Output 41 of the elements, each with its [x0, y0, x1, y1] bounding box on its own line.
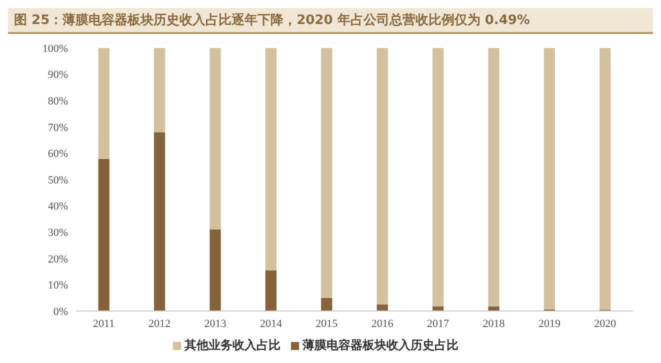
y-tick-label: 10% — [48, 280, 68, 292]
bar — [210, 48, 221, 230]
bar — [154, 48, 166, 132]
x-tick-label: 2019 — [538, 318, 561, 330]
x-tick-label: 2015 — [316, 318, 338, 330]
bar — [488, 48, 500, 307]
bar — [376, 304, 388, 311]
bar — [154, 132, 166, 311]
x-tick-label: 2020 — [594, 318, 617, 330]
bar — [98, 48, 110, 159]
x-tick-label: 2012 — [148, 318, 171, 330]
bar — [376, 48, 388, 304]
y-tick-label: 40% — [48, 200, 68, 213]
bar — [210, 229, 221, 311]
y-tick-label: 50% — [48, 174, 68, 186]
bar — [321, 298, 332, 311]
x-tick-label: 2011 — [93, 318, 115, 330]
bar — [432, 48, 444, 306]
y-tick-label: 60% — [48, 148, 68, 160]
bar — [321, 48, 332, 298]
bar — [544, 48, 556, 310]
chart-title: 图 25：薄膜电容器板块历史收入占比逐年下降，2020 年占公司总营收比例仅为 0.49% — [8, 8, 653, 34]
x-tick-label: 2014 — [260, 318, 282, 330]
y-tick-label: 80% — [48, 96, 68, 108]
y-tick-label: 20% — [48, 253, 68, 266]
bar — [98, 158, 110, 311]
y-tick-label: 0% — [53, 306, 68, 318]
y-tick-label: 70% — [48, 122, 68, 134]
bar — [600, 48, 611, 310]
legend-label: 其他业务收入占比 — [184, 338, 280, 352]
x-tick-label: 2018 — [482, 318, 506, 330]
bar — [265, 270, 277, 311]
y-tick-label: 90% — [48, 69, 68, 82]
y-tick-label: 30% — [48, 227, 68, 240]
bar — [488, 306, 500, 311]
x-tick-label: 2016 — [371, 318, 394, 330]
y-tick-label: 100% — [42, 42, 68, 55]
x-tick-label: 2017 — [427, 318, 450, 330]
legend-label: 薄膜电容器板块收入历史占比 — [302, 338, 458, 352]
bar — [265, 48, 277, 270]
x-tick-label: 2013 — [204, 318, 227, 330]
